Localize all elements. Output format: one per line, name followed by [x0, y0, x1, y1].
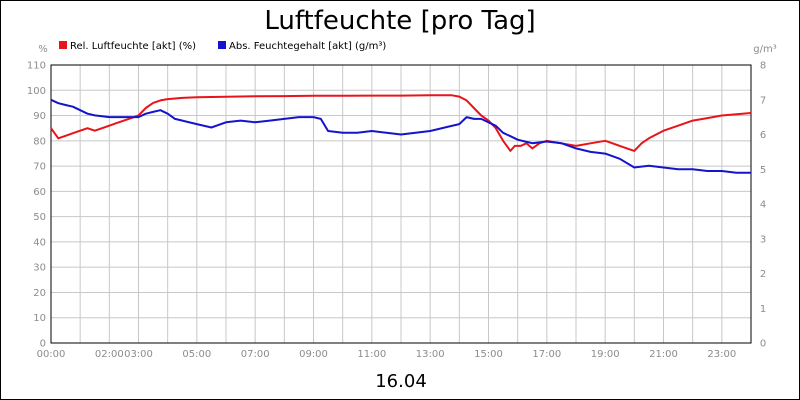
right-axis-unit: g/m³	[753, 44, 776, 55]
y-right-tick-label: 3	[760, 234, 766, 245]
y-left-tick-label: 20	[33, 288, 46, 299]
y-left-tick-label: 40	[33, 237, 46, 248]
x-tick-label: 09:00	[299, 349, 328, 360]
legend: Rel. Luftfeuchte [akt] (%) Abs. Feuchteg…	[59, 41, 386, 52]
y-left-tick-label: 70	[33, 162, 46, 173]
chart-title: Luftfeuchte [pro Tag]	[264, 6, 535, 36]
axis-ticks: 0 10 20 30 40 50 60 70 80 90 100 110 0 1 2 3 4 5 6 7 8 00:00 0…	[27, 61, 766, 361]
y-right-tick-label: 0	[760, 339, 766, 350]
legend-label-abs-humidity: Abs. Feuchtegehalt [akt] (g/m³)	[229, 41, 386, 52]
plot-area	[50, 64, 752, 344]
y-left-tick-label: 90	[33, 111, 46, 122]
y-left-tick-label: 100	[27, 86, 46, 97]
date-label: 16.04	[375, 371, 427, 392]
y-left-tick-label: 60	[33, 187, 46, 198]
x-tick-label: 07:00	[241, 349, 270, 360]
left-axis-unit: %	[38, 44, 48, 55]
y-right-tick-label: 4	[760, 200, 766, 211]
legend-swatch-rel-humidity	[59, 41, 67, 49]
legend-swatch-abs-humidity	[218, 41, 226, 49]
y-left-tick-label: 80	[33, 136, 46, 147]
x-tick-label: 21:00	[649, 349, 678, 360]
x-tick-label: 17:00	[532, 349, 561, 360]
series-lines	[50, 94, 752, 174]
x-tick-label: 11:00	[357, 349, 386, 360]
series-line-rel-humidity	[50, 94, 752, 152]
y-right-tick-label: 5	[760, 165, 766, 176]
y-left-tick-label: 50	[33, 212, 46, 223]
x-tick-label: 19:00	[591, 349, 620, 360]
y-right-tick-label: 6	[760, 130, 766, 141]
y-left-tick-label: 30	[33, 263, 46, 274]
x-tick-label: 00:00	[37, 349, 66, 360]
legend-label-rel-humidity: Rel. Luftfeuchte [akt] (%)	[70, 41, 196, 52]
y-right-tick-label: 2	[760, 269, 766, 280]
x-tick-label: 03:00	[124, 349, 153, 360]
y-right-tick-label: 7	[760, 95, 766, 106]
y-right-tick-label: 8	[760, 61, 766, 72]
y-right-tick-label: 1	[760, 304, 766, 315]
x-tick-label: 05:00	[182, 349, 211, 360]
series-line-abs-humidity	[50, 98, 751, 174]
y-left-tick-label: 0	[40, 339, 46, 350]
y-left-tick-label: 110	[27, 61, 46, 72]
x-tick-label: 02:00	[95, 349, 124, 360]
y-left-tick-label: 10	[33, 313, 46, 324]
x-tick-label: 15:00	[474, 349, 503, 360]
x-tick-label: 23:00	[707, 349, 736, 360]
grid	[51, 64, 751, 343]
x-tick-label: 13:00	[416, 349, 445, 360]
